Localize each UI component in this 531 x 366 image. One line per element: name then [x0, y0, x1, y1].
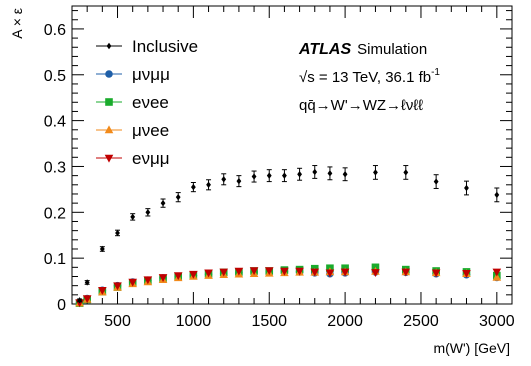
data-point	[77, 297, 82, 304]
legend-label: eνμμ	[132, 149, 170, 168]
data-point	[204, 269, 213, 278]
data-point	[373, 169, 378, 176]
legend-label: eνee	[132, 93, 169, 112]
legend-marker	[104, 154, 114, 163]
data-point	[295, 267, 304, 276]
atlas-label: ATLAS Simulation	[298, 41, 427, 58]
data-point	[84, 279, 90, 286]
data-point	[371, 269, 380, 277]
data-point	[264, 267, 274, 276]
data-point	[234, 267, 244, 276]
data-point	[462, 269, 471, 278]
data-point	[342, 171, 348, 178]
y-tick-label: 0.1	[44, 251, 66, 268]
data-point	[492, 272, 502, 281]
y-axis-label: A × ε	[9, 8, 25, 39]
data-point	[282, 172, 287, 179]
data-point	[82, 295, 92, 304]
data-point	[158, 274, 168, 283]
data-point	[173, 272, 183, 281]
data-point	[340, 268, 350, 277]
data-point	[130, 213, 136, 221]
y-tick-label: 0.6	[44, 22, 66, 39]
data-point	[145, 209, 151, 216]
x-axis-ticks: 500 1000 1500 2000 2500 3000	[86, 6, 515, 330]
legend: Inclusive μνμμ eνee μνee eνμμ	[96, 37, 198, 168]
data-point	[494, 191, 500, 199]
data-point	[236, 177, 242, 185]
data-point	[297, 171, 302, 178]
data-point	[401, 268, 411, 277]
data-point	[190, 183, 196, 191]
energy-label: √s = 13 TeV, 36.1 fb-1	[299, 67, 440, 86]
legend-label: μνee	[132, 121, 169, 140]
data-point	[403, 169, 409, 176]
data-point	[160, 199, 166, 207]
data-point	[280, 267, 289, 276]
x-tick-label: 1500	[251, 313, 287, 330]
y-tick-label: 0.5	[44, 68, 66, 85]
y-axis-ticks: 0 0.1 0.2 0.3 0.4 0.5 0.6	[44, 10, 512, 314]
data-point	[433, 178, 439, 185]
data-point	[464, 184, 469, 192]
data-point	[249, 267, 259, 276]
legend-label: Inclusive	[132, 37, 198, 56]
data-point	[98, 286, 107, 295]
y-tick-label: 0.3	[44, 159, 66, 176]
data-point	[115, 229, 120, 237]
data-point	[113, 282, 122, 291]
data-points	[75, 165, 502, 308]
y-tick-label: 0.4	[44, 114, 66, 131]
legend-marker	[105, 98, 113, 106]
x-tick-label: 500	[104, 313, 131, 330]
x-tick-label: 2500	[403, 313, 439, 330]
data-point	[492, 268, 502, 277]
y-tick-label: 0.2	[44, 205, 66, 222]
data-point	[327, 170, 333, 177]
legend-label: μνμμ	[132, 65, 170, 84]
data-point	[206, 181, 211, 188]
data-point	[312, 168, 318, 176]
data-point	[143, 276, 153, 285]
process-label: qq̄→W'→WZ→ℓνℓℓ	[299, 97, 423, 114]
data-point	[431, 269, 441, 278]
legend-marker	[106, 42, 112, 50]
data-point	[221, 176, 227, 183]
x-axis-label: m(W') [GeV]	[433, 340, 510, 356]
data-point	[251, 173, 257, 180]
y-tick-label: 0	[57, 297, 66, 314]
data-point	[128, 278, 137, 287]
data-point	[310, 268, 320, 277]
data-point	[189, 270, 198, 279]
data-point	[325, 269, 335, 278]
data-point	[175, 193, 181, 201]
x-tick-label: 2000	[327, 313, 363, 330]
x-tick-label: 3000	[479, 313, 515, 330]
legend-marker	[105, 70, 113, 78]
legend-marker	[104, 125, 114, 134]
x-tick-label: 1000	[176, 313, 212, 330]
data-point	[99, 245, 105, 253]
data-point	[219, 268, 229, 277]
plot-frame	[71, 5, 513, 305]
data-point	[266, 172, 272, 179]
